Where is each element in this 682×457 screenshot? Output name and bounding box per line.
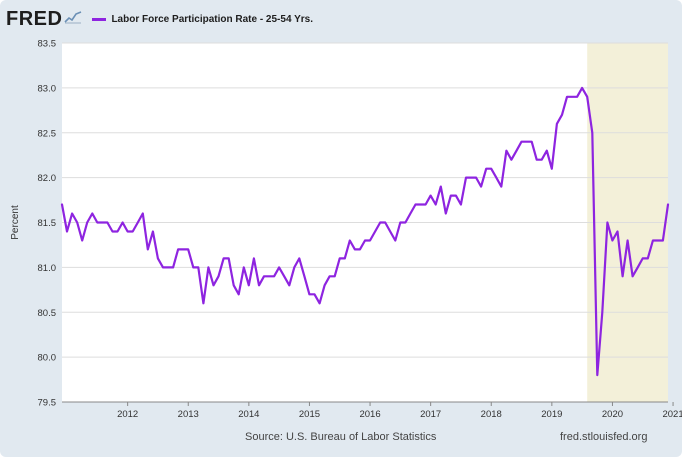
fred-logo: FRED	[6, 8, 63, 30]
legend-label: Labor Force Participation Rate - 25-54 Y…	[111, 13, 314, 25]
x-tick-label: 2014	[238, 409, 259, 420]
x-tick-label: 2021	[662, 409, 682, 420]
x-tick-label: 2013	[178, 409, 199, 420]
x-tick-label: 2016	[359, 409, 380, 420]
x-tick-label: 2018	[481, 409, 502, 420]
source-url[interactable]: fred.stlouisfed.org	[560, 431, 648, 443]
series-line	[60, 86, 670, 377]
y-tick-label: 81.5	[38, 218, 57, 229]
x-tick-label: 2019	[541, 409, 562, 420]
legend-swatch	[92, 17, 107, 21]
y-tick-label: 82.5	[38, 128, 57, 139]
y-tick-label: 83.5	[38, 39, 57, 50]
y-axis-label: Percent	[10, 205, 21, 240]
x-tick-label: 2017	[420, 409, 441, 420]
x-tick-label: 2020	[602, 409, 623, 420]
y-tick-label: 82.0	[38, 173, 57, 184]
y-tick-label: 83.0	[38, 83, 57, 94]
y-tick-label: 81.0	[38, 263, 57, 274]
trend-graph-icon	[64, 10, 82, 29]
chart-header: FRED Labor Force Participation Rate - 25…	[6, 6, 666, 32]
y-tick-label: 80.0	[38, 353, 57, 364]
source-note: Source: U.S. Bureau of Labor Statistics	[245, 431, 437, 443]
y-tick-label: 80.5	[38, 308, 57, 319]
x-tick-label: 2015	[299, 409, 320, 420]
x-tick-label: 2012	[117, 409, 138, 420]
y-tick-label: 79.5	[38, 398, 57, 409]
